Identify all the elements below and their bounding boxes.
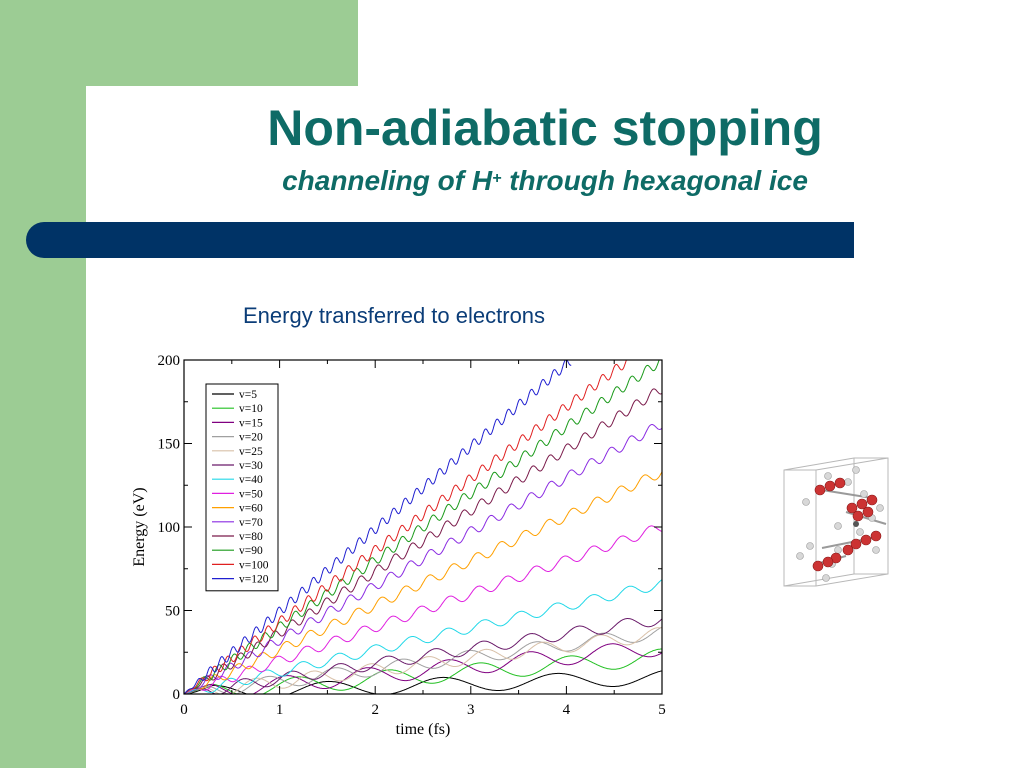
series-line-v-25 [184,627,662,694]
x-tick-label: 2 [371,702,379,718]
slide-subtitle: channeling of H+ through hexagonal ice [180,164,910,198]
legend-box [205,383,279,592]
series-line-v-60 [184,471,662,694]
legend-label: v=60 [239,503,263,515]
legend-label: v=80 [239,531,263,543]
series-line-v-15 [184,643,662,694]
y-tick-label: 50 [165,604,180,620]
series-line-v-50 [184,525,662,694]
series-line-v-70 [184,424,662,694]
legend-label: v=10 [239,403,263,415]
x-tick-label: 4 [563,702,571,718]
series-line-v-80 [184,388,662,694]
series-line-v-30 [184,618,662,694]
series-line-v-90 [184,360,660,694]
legend-label: v=20 [239,432,263,444]
legend-label: v=40 [239,474,263,486]
legend-label: v=30 [239,460,263,472]
legend-label: v=15 [239,417,263,429]
legend-label: v=5 [239,389,257,401]
green-left-band [0,0,86,768]
series-line-v-120 [184,360,572,694]
x-axis-label: time (fs) [396,721,451,738]
legend-label: v=90 [239,545,263,557]
series-line-v-100 [184,360,627,694]
y-tick-label: 100 [158,520,181,536]
hexagonal-ice-structure-icon [783,457,889,587]
x-tick-label: 1 [276,702,284,718]
legend-label: v=25 [239,446,263,458]
y-axis-label: Energy (eV) [131,487,148,566]
chart-caption: Energy transferred to electrons [243,303,546,328]
series-line-v-20 [184,626,662,694]
legend-label: v=70 [239,517,263,529]
subtitle-text: channeling of H [282,165,493,196]
x-tick-label: 5 [658,702,666,718]
green-top-band [0,0,358,86]
legend-label: v=100 [239,559,269,571]
slide-title: Non-adiabatic stopping [267,100,823,156]
legend-label: v=120 [239,574,269,586]
subtitle-text-rest: through hexagonal ice [501,165,808,196]
y-tick-label: 150 [158,437,181,453]
y-tick-label: 200 [158,353,181,369]
x-tick-label: 0 [180,702,188,718]
y-tick-label: 0 [173,687,181,703]
divider-bar [26,222,854,258]
x-tick-label: 3 [467,702,475,718]
proton-dot [853,521,859,527]
subtitle-superscript: + [492,170,502,187]
legend-label: v=50 [239,488,263,500]
